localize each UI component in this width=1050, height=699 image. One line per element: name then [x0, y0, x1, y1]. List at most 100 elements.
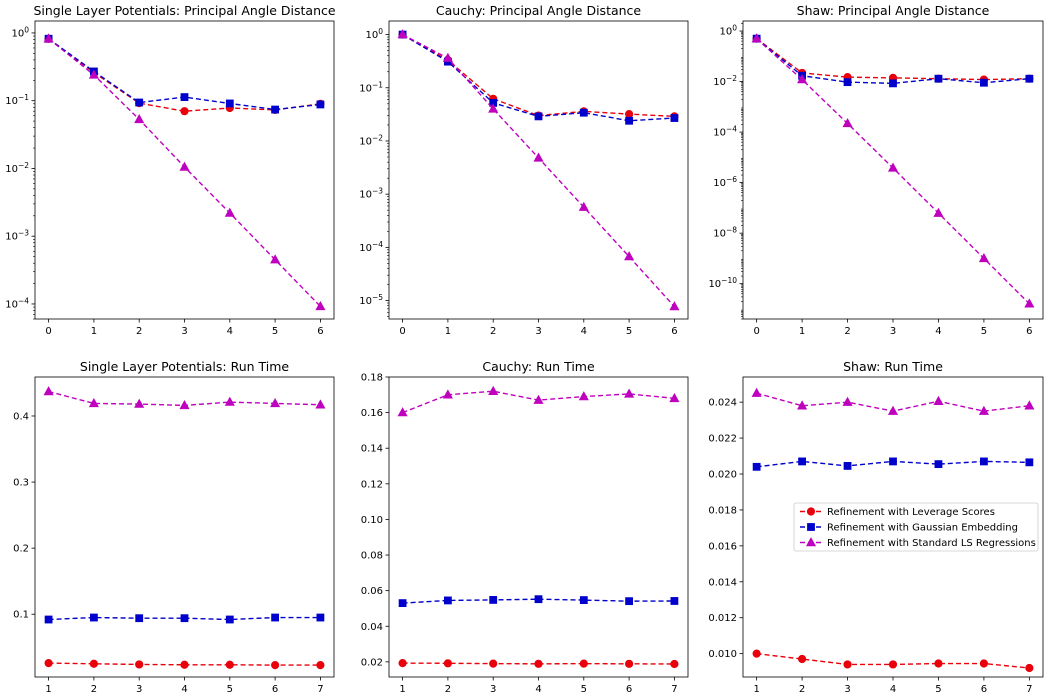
y-tick-label: 0.06 — [361, 586, 383, 597]
x-tick-label: 5 — [981, 326, 987, 337]
data-point-standard — [887, 162, 899, 172]
x-tick-label: 5 — [935, 684, 941, 695]
data-point-gaussian — [398, 599, 407, 608]
data-point-standard — [933, 395, 944, 405]
y-tick-label: 10−2 — [5, 161, 29, 175]
y-tick-label: 100 — [11, 25, 29, 39]
y-tick-label: 0.3 — [13, 478, 29, 489]
data-point-leverage — [316, 661, 325, 670]
x-tick-label: 1 — [445, 326, 451, 337]
data-point-gaussian — [980, 78, 988, 87]
data-point-standard — [533, 152, 544, 162]
y-tick-label: 10−4 — [713, 125, 737, 139]
data-point-gaussian — [934, 74, 943, 83]
chart-5: Cauchy: Run Time 1 2 3 4 5 6 7 0.02 0.04 0.06 0.08 0… — [361, 359, 689, 695]
data-point-standard — [797, 400, 808, 410]
data-point-gaussian — [670, 114, 679, 122]
y-tick-label: 0.4 — [13, 411, 29, 422]
chart-title: Single Layer Potentials: Principal Angle… — [33, 3, 335, 18]
x-tick-label: 1 — [753, 684, 759, 695]
data-point-standard — [669, 301, 680, 311]
y-tick-label: 10−3 — [5, 229, 29, 243]
x-tick-label: 7 — [1026, 684, 1032, 695]
chart-title: Single Layer Potentials: Run Time — [80, 359, 290, 374]
data-point-standard — [578, 201, 589, 211]
x-tick-label: 2 — [490, 326, 496, 337]
data-point-leverage — [843, 660, 852, 669]
x-tick-label: 3 — [844, 684, 850, 695]
x-tick-label: 1 — [399, 684, 405, 695]
data-point-standard — [842, 118, 853, 128]
data-point-standard — [270, 254, 281, 264]
y-tick-label: 0.14 — [361, 444, 383, 455]
legend-marker-standard — [805, 537, 817, 547]
y-tick-label: 0.024 — [708, 398, 737, 409]
data-point-gaussian — [752, 462, 761, 471]
x-tick-label: 1 — [799, 326, 805, 337]
data-point-standard — [1024, 400, 1035, 410]
data-point-leverage — [271, 661, 280, 670]
data-point-leverage — [752, 649, 761, 658]
x-tick-label: 1 — [45, 684, 51, 695]
y-tick-label: 100 — [719, 24, 737, 38]
data-point-standard — [224, 396, 235, 406]
y-tick-label: 0.02 — [361, 657, 383, 668]
y-tick-label: 0.10 — [361, 515, 383, 526]
x-tick-label: 4 — [227, 326, 233, 337]
data-point-gaussian — [579, 108, 588, 117]
x-tick-label: 4 — [890, 684, 896, 695]
data-point-gaussian — [889, 457, 897, 466]
data-point-standard — [442, 389, 453, 399]
data-point-leverage — [934, 659, 943, 668]
data-point-standard — [488, 385, 499, 395]
data-point-standard — [578, 391, 589, 401]
data-point-standard — [1024, 298, 1035, 308]
data-point-gaussian — [135, 614, 144, 623]
data-point-leverage — [489, 659, 498, 668]
data-point-standard — [88, 397, 99, 408]
axes-frame — [388, 376, 689, 678]
data-point-standard — [134, 113, 145, 124]
data-point-standard — [315, 399, 326, 409]
x-tick-label: 2 — [136, 326, 142, 337]
legend-label: Refinement with Standard LS Regressions — [827, 538, 1036, 549]
data-point-standard — [179, 399, 190, 410]
x-tick-label: 5 — [272, 326, 278, 337]
data-point-standard — [88, 69, 99, 79]
chart-title: Shaw: Principal Angle Distance — [797, 3, 990, 18]
x-tick-label: 4 — [535, 684, 541, 695]
chart-title: Cauchy: Run Time — [482, 359, 595, 374]
y-tick-label: 10−10 — [708, 276, 737, 290]
data-point-leverage — [44, 659, 53, 668]
data-point-standard — [315, 300, 326, 311]
data-point-gaussian — [443, 596, 452, 605]
data-point-standard — [442, 52, 453, 62]
data-point-leverage — [534, 659, 543, 668]
y-tick-label: 0.08 — [361, 551, 383, 562]
data-point-gaussian — [889, 79, 897, 88]
y-tick-label: 10−4 — [5, 296, 29, 310]
data-point-leverage — [625, 659, 634, 668]
x-tick-label: 3 — [535, 326, 541, 337]
data-point-standard — [978, 405, 989, 415]
data-point-gaussian — [489, 596, 498, 604]
axes-frame — [34, 376, 335, 678]
x-tick-label: 4 — [935, 326, 941, 337]
data-point-standard — [797, 74, 808, 84]
data-point-gaussian — [534, 595, 543, 604]
data-point-gaussian — [89, 613, 98, 622]
data-point-leverage — [797, 654, 807, 664]
y-tick-label: 10−3 — [359, 187, 383, 201]
data-point-gaussian — [316, 100, 325, 109]
data-point-gaussian — [225, 99, 234, 108]
data-point-standard — [751, 387, 762, 397]
data-point-standard — [224, 207, 235, 217]
x-tick-label: 3 — [136, 684, 142, 695]
data-point-standard — [134, 398, 145, 408]
data-point-gaussian — [534, 112, 543, 121]
chart-4: Single Layer Potentials: Run Time 1 2 3 4 5 6 7… — [13, 359, 335, 695]
series-line-standard — [402, 33, 675, 308]
data-point-standard — [270, 397, 281, 408]
x-tick-label: 6 — [1026, 326, 1032, 337]
